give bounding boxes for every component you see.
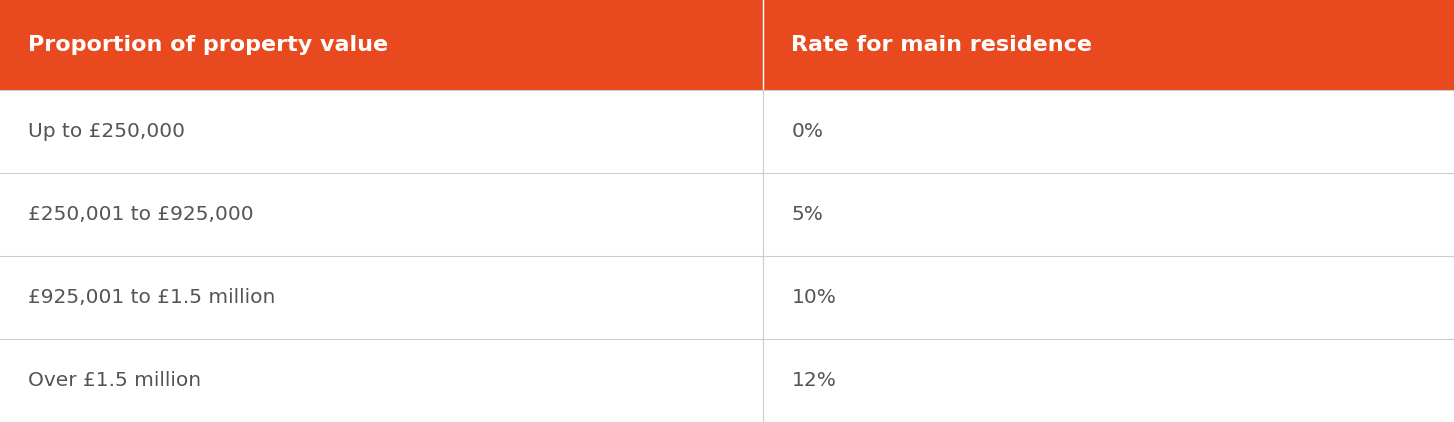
Text: Rate for main residence: Rate for main residence — [791, 35, 1092, 55]
Text: 10%: 10% — [791, 288, 836, 307]
Bar — [0, 0, 1454, 90]
Text: 12%: 12% — [791, 371, 836, 390]
Text: 0%: 0% — [791, 122, 823, 141]
Text: £250,001 to £925,000: £250,001 to £925,000 — [28, 205, 253, 224]
Bar — [0, 256, 1454, 339]
Bar — [0, 173, 1454, 256]
Text: Over £1.5 million: Over £1.5 million — [28, 371, 201, 390]
Text: 5%: 5% — [791, 205, 823, 224]
Bar — [0, 339, 1454, 422]
Bar — [0, 90, 1454, 173]
Text: £925,001 to £1.5 million: £925,001 to £1.5 million — [28, 288, 275, 307]
Text: Up to £250,000: Up to £250,000 — [28, 122, 185, 141]
Text: Proportion of property value: Proportion of property value — [28, 35, 388, 55]
